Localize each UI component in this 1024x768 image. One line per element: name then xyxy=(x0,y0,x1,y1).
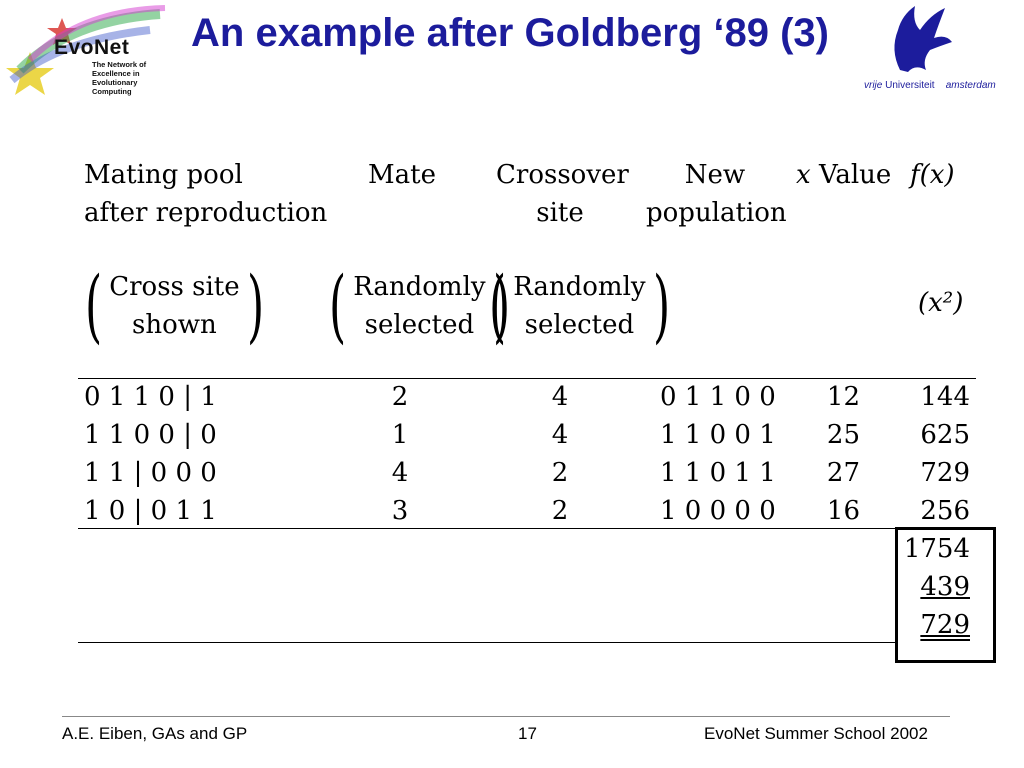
header-x-var: x xyxy=(796,160,811,190)
subheader-site-line2: selected xyxy=(524,310,635,340)
subheader-fx-x-squared: (x²) xyxy=(918,288,964,318)
table-mid-rule xyxy=(78,528,896,529)
table-row-1-x: 12 xyxy=(826,382,860,412)
table-row-1-site: 4 xyxy=(551,382,569,412)
vu-logo-name: vrije Universiteit amsterdam xyxy=(864,80,1020,91)
header-fx: f(x) xyxy=(910,160,955,190)
footer-event: EvoNet Summer School 2002 xyxy=(704,724,928,743)
table-row-4-x: 16 xyxy=(826,496,860,526)
header-mating-pool: Mating pool after reproduction xyxy=(84,156,327,232)
table-row-2-fx: 625 xyxy=(920,420,970,450)
header-crossover-site: Crossover site xyxy=(496,156,629,232)
table-row-3-newpop: 1 1 0 1 1 xyxy=(660,458,776,488)
table-row-3-mate: 4 xyxy=(391,458,409,488)
table-row-3-pool: 1 1 | 0 0 0 xyxy=(84,458,217,488)
header-crossover-line2: site xyxy=(536,198,584,228)
summary-box xyxy=(895,527,996,663)
table-row-1-mate: 2 xyxy=(391,382,409,412)
summary-average-value: 439 xyxy=(920,572,970,602)
footer-page-number: 17 xyxy=(518,724,537,743)
subheader-mate-randomly: ( Randomly selected ) xyxy=(322,266,517,346)
header-value-word: Value xyxy=(818,160,892,190)
right-paren: ) xyxy=(492,259,510,352)
subheader-site-line1: Randomly xyxy=(513,272,646,302)
summary-sum: 1754 xyxy=(903,534,970,564)
header-newpop-line2: population xyxy=(646,198,787,228)
vu-word-amsterdam: amsterdam xyxy=(945,80,996,91)
vu-logo xyxy=(860,0,1020,100)
header-new-population: New population xyxy=(646,156,787,232)
table-row-4-site: 2 xyxy=(551,496,569,526)
footer-divider xyxy=(62,716,950,717)
vu-word-vrije: vrije xyxy=(864,80,883,91)
header-mating-pool-line1: Mating pool xyxy=(84,160,243,190)
table-row-1-fx: 144 xyxy=(920,382,970,412)
left-paren: ( xyxy=(85,259,103,352)
summary-max-value: 729 xyxy=(920,610,970,640)
evonet-logo-name: EvoNet xyxy=(54,36,130,59)
vu-word-universiteit: Universiteit xyxy=(885,80,935,91)
header-mating-pool-line2: after reproduction xyxy=(84,198,328,228)
subheader-cross-site-shown: ( Cross site shown ) xyxy=(78,266,271,346)
table-row-2-x: 25 xyxy=(826,420,860,450)
summary-max: 729 xyxy=(900,606,970,644)
table-row-3-site: 2 xyxy=(551,458,569,488)
table-row-4-pool: 1 0 | 0 1 1 xyxy=(84,496,217,526)
header-x-value: x Value xyxy=(796,156,891,194)
header-mate: Mate xyxy=(368,160,436,190)
table-row-4-newpop: 1 0 0 0 0 xyxy=(660,496,776,526)
subheader-mate-line2: selected xyxy=(364,310,475,340)
subheader-mate-line1: Randomly xyxy=(353,272,486,302)
slide-title: An example after Goldberg ‘89 (3) xyxy=(191,11,829,55)
table-row-2-site: 4 xyxy=(551,420,569,450)
table-row-4-mate: 3 xyxy=(391,496,409,526)
griffin-emblem xyxy=(894,6,952,72)
table-bottom-rule xyxy=(78,642,896,643)
table-row-3-x: 27 xyxy=(826,458,860,488)
subheader-pool-line2: shown xyxy=(132,310,217,340)
table-top-rule xyxy=(78,378,976,379)
header-crossover-line1: Crossover xyxy=(496,160,629,190)
evonet-star-graphic xyxy=(6,5,166,95)
left-paren: ( xyxy=(489,259,507,352)
table-row-1-pool: 0 1 1 0 | 1 xyxy=(84,382,217,412)
evonet-logo xyxy=(0,0,170,110)
table-row-2-pool: 1 1 0 0 | 0 xyxy=(84,420,217,450)
right-paren: ) xyxy=(246,259,264,352)
table-row-2-mate: 1 xyxy=(391,420,409,450)
table-row-2-newpop: 1 1 0 0 1 xyxy=(660,420,776,450)
table-row-3-fx: 729 xyxy=(920,458,970,488)
right-paren: ) xyxy=(652,259,670,352)
table-row-1-newpop: 0 1 1 0 0 xyxy=(660,382,776,412)
summary-average: 439 xyxy=(900,568,970,606)
footer-author: A.E. Eiben, GAs and GP xyxy=(62,724,248,743)
table-row-4-fx: 256 xyxy=(920,496,970,526)
left-paren: ( xyxy=(329,259,347,352)
subheader-pool-line1: Cross site xyxy=(109,272,240,302)
evonet-logo-tagline: The Network of Excellence in Evolutionar… xyxy=(92,60,147,96)
subheader-site-randomly: ( Randomly selected ) xyxy=(482,266,677,346)
header-newpop-line1: New xyxy=(684,160,746,190)
